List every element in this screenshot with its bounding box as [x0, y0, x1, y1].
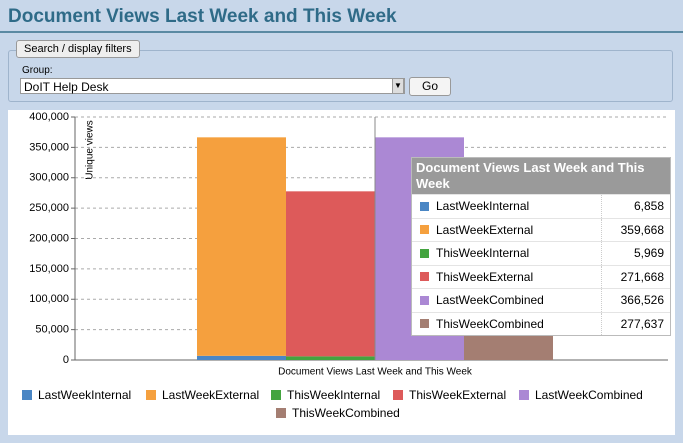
legend-swatch: [393, 390, 403, 400]
tooltip-name: ThisWeekInternal: [436, 246, 530, 261]
y-tick-label: 100,000: [29, 293, 69, 305]
legend-swatch: [271, 390, 281, 400]
legend-label: ThisWeekInternal: [287, 388, 381, 402]
tooltip-swatch: [420, 319, 429, 329]
legend-label: ThisWeekExternal: [409, 388, 507, 402]
tooltip-swatch: [420, 201, 429, 211]
tooltip-swatch: [420, 272, 429, 282]
tooltip-swatch: [420, 248, 429, 258]
tooltip-value: 277,637: [601, 312, 670, 335]
tooltip-name: LastWeekExternal: [436, 222, 534, 237]
go-button[interactable]: Go: [409, 77, 451, 96]
legend-item[interactable]: ThisWeekInternal: [271, 388, 380, 402]
tooltip-name: ThisWeekExternal: [436, 269, 534, 284]
tooltip-row: ThisWeekExternal 271,668: [412, 264, 670, 288]
tooltip-row: LastWeekExternal 359,668: [412, 217, 670, 241]
legend-swatch: [519, 390, 529, 400]
y-tick-label: 0: [63, 354, 69, 366]
legend-label: LastWeekExternal: [162, 388, 260, 402]
y-tick-label: 300,000: [29, 172, 69, 184]
tooltip-name: LastWeekInternal: [436, 199, 530, 214]
tooltip-swatch: [420, 295, 429, 305]
legend-item[interactable]: ThisWeekCombined: [276, 406, 400, 420]
bar: [286, 356, 375, 360]
filter-box: [8, 50, 673, 102]
legend-item[interactable]: LastWeekCombined: [519, 388, 643, 402]
legend-swatch: [146, 390, 156, 400]
select-arrow[interactable]: ▼: [392, 78, 404, 94]
tooltip-row: ThisWeekCombined 277,637: [412, 311, 670, 335]
y-tick-label: 350,000: [29, 141, 69, 153]
legend-swatch: [276, 408, 286, 418]
tooltip-name: ThisWeekCombined: [436, 316, 544, 331]
y-tick-label: 200,000: [29, 232, 69, 244]
y-axis-label: Unique views: [85, 120, 96, 179]
legend-item[interactable]: LastWeekInternal: [22, 388, 131, 402]
filter-toggle[interactable]: Search / display filters: [16, 40, 140, 58]
y-tick-label: 250,000: [29, 202, 69, 214]
tooltip-value: 271,668: [601, 265, 670, 288]
legend-swatch: [22, 390, 32, 400]
tooltip-value: 359,668: [601, 218, 670, 241]
tooltip-swatch: [420, 225, 429, 235]
tooltip-title: Document Views Last Week and This Week: [412, 158, 670, 194]
legend-label: ThisWeekCombined: [292, 406, 400, 420]
bar: [286, 191, 375, 357]
group-select[interactable]: DoIT Help Desk: [20, 78, 405, 94]
group-label: Group:: [22, 65, 53, 76]
tooltip-value: 5,969: [601, 242, 670, 265]
tooltip-row: LastWeekInternal 6,858: [412, 194, 670, 218]
y-tick-label: 150,000: [29, 263, 69, 275]
tooltip-value: 366,526: [601, 289, 670, 312]
legend-item[interactable]: ThisWeekExternal: [393, 388, 506, 402]
tooltip: Document Views Last Week and This Week L…: [411, 157, 671, 336]
title-rule: [0, 31, 683, 33]
x-axis-label: Document Views Last Week and This Week: [278, 367, 473, 378]
tooltip-name: LastWeekCombined: [436, 293, 544, 308]
tooltip-row: ThisWeekInternal 5,969: [412, 241, 670, 265]
y-tick-label: 50,000: [35, 324, 69, 336]
tooltip-row: LastWeekCombined 366,526: [412, 288, 670, 312]
bar: [197, 355, 286, 360]
page-title: Document Views Last Week and This Week: [8, 6, 397, 27]
legend-label: LastWeekCombined: [535, 388, 643, 402]
legend-item[interactable]: LastWeekExternal: [146, 388, 259, 402]
legend-label: LastWeekInternal: [38, 388, 132, 402]
tooltip-value: 6,858: [601, 195, 670, 218]
bar: [197, 137, 286, 356]
y-tick-label: 400,000: [29, 111, 69, 123]
